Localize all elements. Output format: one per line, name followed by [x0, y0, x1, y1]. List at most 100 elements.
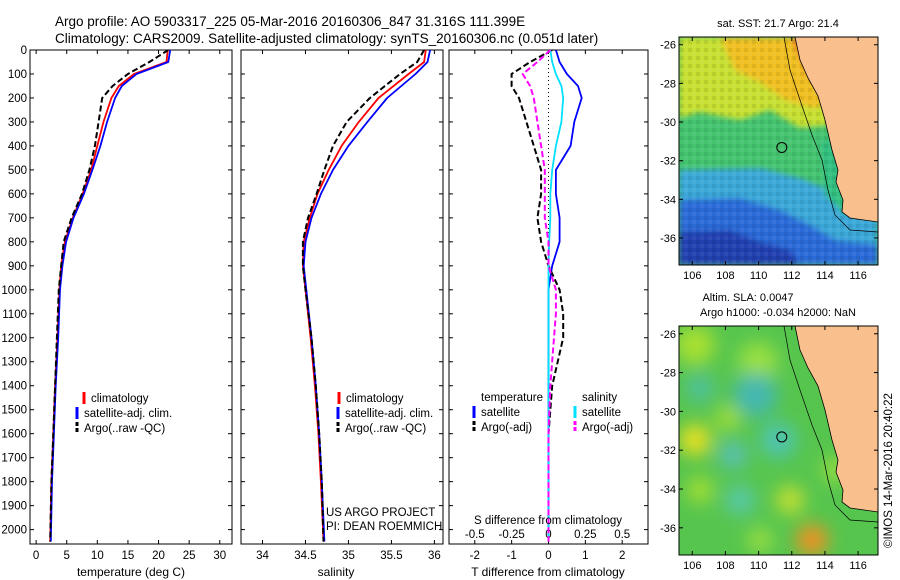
depth-tick-label: 200 — [8, 93, 27, 105]
sla-map-ticks: 106 108 110 112 114 116 -26 -28 -30 -32 -34 -36 — [660, 326, 878, 572]
depth-tick-label: 0 — [21, 45, 27, 57]
temperature-series — [49, 50, 172, 542]
sst-lat-label: -28 — [660, 78, 676, 90]
sla-map-field — [679, 326, 878, 555]
sla-lat-label: -28 — [660, 368, 676, 380]
temperature-x-tick-label: 15 — [122, 550, 135, 562]
temperature-x-tick-label: 25 — [183, 550, 196, 562]
sst-lon-label: 112 — [783, 270, 801, 282]
legend-header-temperature: temperature — [481, 392, 543, 404]
depth-tick-label: 500 — [8, 165, 27, 177]
sla-isobath — [783, 326, 878, 523]
depth-tick-label: 100 — [8, 69, 27, 81]
credit-pi: PI: DEAN ROEMMICH — [326, 521, 442, 533]
temperature-panel: 0100200300400500600700800900100011001200… — [1, 45, 233, 579]
legend-label-t-satellite: satellite — [481, 407, 520, 419]
t-diff-x-tick-label: -2 — [470, 550, 480, 562]
sst-lat-label: -30 — [660, 117, 676, 129]
depth-tick-label: 1400 — [1, 381, 27, 393]
t-diff-x-tick-label: 2 — [619, 550, 625, 562]
legend-label-t-argo: Argo(-adj) — [481, 422, 532, 434]
temperature-series-line-2 — [49, 50, 169, 542]
salinity-legend-label-argo: Argo(..raw -QC) — [345, 423, 426, 435]
sla-map-subtitle: Argo h1000: -0.034 h2000: NaN — [700, 307, 856, 319]
temperature-series-line-0 — [49, 50, 169, 542]
difference-series-line-1 — [510, 50, 565, 542]
sla-australia-land — [794, 326, 878, 513]
temperature-x-tick-label: 0 — [33, 550, 39, 562]
depth-tick-label: 1600 — [1, 429, 27, 441]
sst-map-field — [679, 37, 878, 265]
legend-label-argo: Argo(..raw -QC) — [84, 423, 165, 435]
difference-depth-ticks — [449, 49, 648, 531]
depth-tick-label: 1800 — [1, 477, 27, 489]
salinity-legend: climatology satellite-adj. clim. Argo(..… — [336, 392, 433, 435]
salinity-series-line-1 — [302, 50, 431, 542]
salinity-series — [301, 50, 431, 542]
salinity-depth-ticks — [241, 49, 443, 531]
salinity-x-tick-label: 36 — [428, 550, 441, 562]
depth-tick-label: 1900 — [1, 501, 27, 513]
salinity-legend-label-climatology: climatology — [346, 393, 404, 405]
sst-map-frame — [678, 36, 879, 266]
salinity-x-label: salinity — [318, 565, 355, 579]
sst-lon-label: 108 — [716, 270, 734, 282]
sla-lat-label: -36 — [660, 523, 676, 535]
difference-series-line-3 — [521, 50, 557, 542]
sst-lat-label: -32 — [660, 156, 676, 168]
legend-label-satellite: satellite-adj. clim. — [84, 408, 172, 420]
temperature-x-ticks: 0 5 10 15 20 25 30 — [33, 50, 226, 562]
difference-legend: temperature salinity satellite satellite… — [472, 392, 633, 434]
depth-tick-label: 600 — [8, 189, 27, 201]
depth-tick-label: 900 — [8, 261, 27, 273]
title-line-1: Argo profile: AO 5903317_225 05-Mar-2016… — [55, 14, 525, 29]
sla-map: Altim. SLA: 0.0047 Argo h1000: -0.034 h2… — [660, 292, 879, 572]
t-difference-label: T difference from climatology — [471, 565, 625, 579]
sla-map-title: Altim. SLA: 0.0047 — [702, 292, 793, 304]
sla-lon-label: 114 — [816, 560, 834, 572]
salinity-x-tick-label: 34 — [256, 550, 269, 562]
s-diff-x-tick-label: -0.5 — [465, 529, 485, 541]
salinity-x-tick-label: 35.5 — [380, 550, 402, 562]
sst-lat-label: -36 — [660, 233, 676, 245]
title-line-2: Climatology: CARS2009. Satellite-adjuste… — [55, 31, 598, 46]
temperature-series-line-1 — [49, 50, 172, 542]
s-diff-x-tick-label: 0.5 — [614, 529, 630, 541]
depth-tick-label: 300 — [8, 117, 27, 129]
depth-tick-label: 1700 — [1, 453, 27, 465]
temperature-x-tick-label: 20 — [152, 550, 165, 562]
t-diff-x-tick-label: 1 — [582, 550, 588, 562]
sla-map-frame — [678, 325, 879, 556]
salinity-legend-label-satellite: satellite-adj. clim. — [345, 408, 433, 420]
salinity-series-line-2 — [301, 50, 425, 542]
s-diff-x-tick-label: -0.25 — [499, 529, 525, 541]
legend-label-climatology: climatology — [91, 393, 149, 405]
sst-lon-label: 110 — [750, 270, 768, 282]
sst-argo-position-marker — [776, 141, 788, 153]
sla-lat-label: -34 — [660, 484, 676, 496]
difference-series — [510, 50, 583, 542]
difference-panel: -2 -1 0 1 2 -0.5 -0.25 0 0.25 0.5 S difference f… — [448, 49, 649, 579]
temperature-legend: climatology satellite-adj. clim. Argo(..… — [75, 392, 172, 435]
sst-map-ticks: 106 108 110 112 114 116 -26 -28 -30 -32 -34 -36 — [660, 37, 878, 282]
sst-lat-label: -34 — [660, 194, 676, 206]
sst-map-title: sat. SST: 21.7 Argo: 21.4 — [717, 18, 839, 30]
temperature-depth-ticks: 0 100 200 300 400 500 600 700 800 900 1000 1100 1200… — [1, 45, 232, 537]
depth-tick-label: 1000 — [1, 285, 27, 297]
temperature-x-tick-label: 10 — [91, 550, 104, 562]
sla-lon-label: 112 — [783, 560, 801, 572]
sst-lon-label: 106 — [683, 270, 701, 282]
salinity-x-tick-label: 34.5 — [294, 550, 316, 562]
sla-lon-label: 116 — [849, 560, 867, 572]
temperature-axes-frame — [29, 49, 233, 545]
sst-isobath — [783, 37, 878, 233]
s-diff-x-tick-label: 0.25 — [574, 529, 596, 541]
temperature-x-tick-label: 30 — [213, 550, 226, 562]
t-diff-x-tick-label: 0 — [545, 550, 551, 562]
depth-tick-label: 700 — [8, 213, 27, 225]
sla-argo-position-marker — [776, 431, 788, 443]
depth-tick-label: 2000 — [1, 525, 27, 537]
legend-label-s-satellite: satellite — [582, 407, 621, 419]
salinity-x-ticks: 34 34.5 35 35.5 36 — [256, 50, 441, 562]
